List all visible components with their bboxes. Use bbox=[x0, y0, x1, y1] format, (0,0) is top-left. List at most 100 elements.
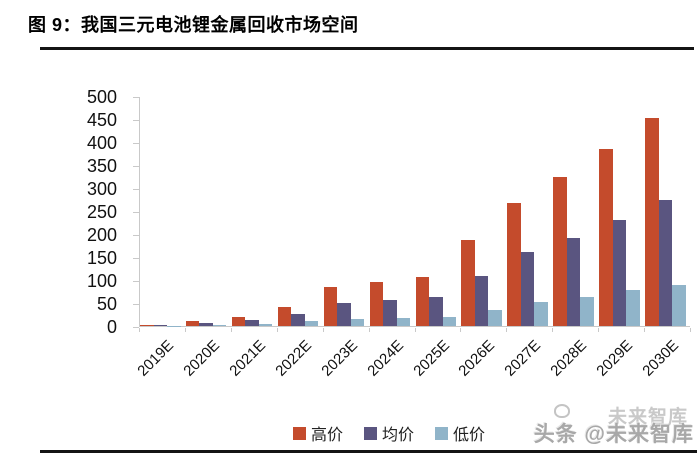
bar-低价-2027E bbox=[534, 301, 548, 326]
watermark-ghost-text: 未来智库 bbox=[607, 407, 688, 428]
legend-label: 均价 bbox=[381, 427, 414, 444]
legend-swatch-icon bbox=[435, 426, 448, 440]
y-axis-tick-label: 0 bbox=[106, 317, 117, 337]
bar-低价-2023E bbox=[350, 319, 365, 326]
bar-均价-2022E bbox=[291, 313, 305, 326]
x-axis-tick-mark bbox=[276, 328, 278, 332]
legend-swatch-icon bbox=[363, 426, 377, 440]
y-axis-tick-mark bbox=[133, 327, 139, 328]
bottom-divider bbox=[40, 450, 697, 453]
bar-高价-2030E bbox=[645, 117, 659, 326]
y-axis-tick-label: 200 bbox=[86, 225, 117, 245]
x-axis-tick-mark bbox=[644, 328, 646, 332]
bar-均价-2028E bbox=[566, 237, 581, 326]
bar-均价-2020E bbox=[199, 322, 213, 326]
bar-均价-2030E bbox=[658, 199, 673, 326]
chart-legend: 高价 均价 低价 bbox=[0, 421, 700, 445]
bar-低价-2022E bbox=[304, 321, 319, 326]
bar-高价-2019E bbox=[140, 324, 154, 326]
chart-plot-area bbox=[139, 97, 690, 327]
legend-label: 低价 bbox=[453, 427, 486, 444]
x-axis-tick-label: 2019E bbox=[134, 337, 178, 380]
bar-低价-2020E bbox=[212, 325, 227, 326]
legend-item-均价: 均价 bbox=[363, 421, 414, 445]
legend-label: 高价 bbox=[310, 427, 343, 444]
bar-高价-2020E bbox=[185, 320, 200, 326]
x-axis-tick-mark bbox=[552, 328, 554, 332]
title-divider bbox=[40, 47, 694, 50]
bar-高价-2024E bbox=[369, 282, 384, 326]
x-axis-tick-label: 2029E bbox=[593, 337, 637, 380]
x-axis-tick-label: 2023E bbox=[317, 337, 361, 380]
bar-低价-2026E bbox=[488, 309, 502, 326]
bar-高价-2023E bbox=[323, 287, 338, 326]
bar-高价-2027E bbox=[507, 202, 521, 326]
y-axis-tick-mark bbox=[133, 235, 139, 236]
bar-低价-2024E bbox=[396, 318, 411, 326]
x-axis-tick-label: 2030E bbox=[639, 337, 683, 380]
x-axis-tick-label: 2024E bbox=[363, 337, 407, 380]
y-axis-tick-mark bbox=[133, 281, 139, 282]
x-axis-tick-mark bbox=[368, 328, 370, 332]
y-axis-tick-label: 100 bbox=[86, 271, 117, 291]
x-axis-tick-label: 2026E bbox=[455, 337, 499, 380]
bar-均价-2025E bbox=[429, 296, 443, 326]
bar-低价-2030E bbox=[672, 284, 686, 326]
x-axis-tick-label: 2028E bbox=[547, 337, 591, 380]
x-axis-tick-mark bbox=[414, 328, 416, 332]
legend-item-低价: 低价 bbox=[435, 421, 485, 445]
y-axis-tick-label: 150 bbox=[86, 248, 117, 268]
y-axis-tick-mark bbox=[133, 258, 139, 259]
watermark-logo-icon bbox=[554, 404, 570, 418]
y-axis-tick-label: 450 bbox=[86, 110, 117, 130]
bar-均价-2021E bbox=[245, 320, 259, 326]
x-axis-tick-mark bbox=[322, 328, 324, 332]
watermark-text: 头条 @未来智库 bbox=[533, 423, 694, 446]
y-axis-tick-mark bbox=[133, 304, 139, 305]
y-axis-tick-mark bbox=[133, 166, 139, 167]
y-axis-tick-label: 250 bbox=[86, 202, 117, 222]
bar-低价-2025E bbox=[442, 316, 456, 326]
bar-高价-2022E bbox=[277, 306, 292, 326]
x-axis-tick-mark bbox=[506, 328, 508, 332]
bar-高价-2029E bbox=[599, 148, 613, 326]
y-axis-tick-label: 300 bbox=[86, 179, 117, 199]
watermark: 未来智库 头条 @未来智库 bbox=[526, 404, 696, 452]
legend-swatch-icon bbox=[292, 426, 306, 440]
bar-高价-2028E bbox=[553, 177, 567, 326]
y-axis-tick-label: 350 bbox=[86, 156, 117, 176]
bar-均价-2027E bbox=[520, 252, 535, 326]
bar-低价-2021E bbox=[258, 324, 273, 326]
x-axis-tick-label: 2022E bbox=[272, 337, 315, 380]
x-axis-tick-mark bbox=[230, 328, 232, 332]
bar-均价-2023E bbox=[337, 303, 351, 326]
x-axis-tick-mark bbox=[139, 328, 140, 332]
y-axis-tick-mark bbox=[133, 120, 139, 121]
bar-低价-2029E bbox=[626, 290, 640, 326]
y-axis-tick-label: 400 bbox=[86, 133, 117, 153]
x-axis-tick-mark bbox=[598, 328, 600, 332]
x-axis-tick-mark bbox=[460, 328, 462, 332]
x-axis-tick-mark bbox=[184, 328, 186, 332]
y-axis-tick-mark bbox=[133, 212, 139, 213]
x-axis-tick-label: 2027E bbox=[501, 337, 545, 380]
bar-低价-2028E bbox=[580, 297, 594, 326]
legend-item-高价: 高价 bbox=[292, 421, 343, 445]
bar-高价-2026E bbox=[461, 240, 475, 326]
x-axis-tick-label: 2021E bbox=[226, 337, 269, 380]
figure-title: 图 9：我国三元电池锂金属回收市场空间 bbox=[28, 15, 359, 35]
y-axis-tick-mark bbox=[133, 97, 139, 98]
bar-高价-2021E bbox=[231, 316, 246, 326]
y-axis-tick-label: 500 bbox=[86, 87, 117, 107]
bar-均价-2026E bbox=[474, 275, 489, 326]
bar-均价-2024E bbox=[383, 300, 397, 326]
x-axis-tick-label: 2020E bbox=[180, 337, 223, 380]
x-axis-tick-label: 2025E bbox=[409, 337, 453, 380]
bar-高价-2025E bbox=[415, 276, 429, 326]
bar-均价-2029E bbox=[612, 220, 627, 326]
y-axis-tick-label: 50 bbox=[96, 294, 117, 314]
y-axis-tick-mark bbox=[133, 189, 139, 190]
bar-均价-2019E bbox=[153, 325, 167, 326]
y-axis-tick-mark bbox=[133, 143, 139, 144]
